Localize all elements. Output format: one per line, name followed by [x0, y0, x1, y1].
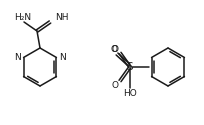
Text: HO: HO: [123, 90, 137, 98]
Text: N: N: [59, 52, 66, 62]
Text: S: S: [127, 62, 133, 72]
Text: N: N: [14, 52, 21, 62]
Text: NH: NH: [55, 12, 69, 22]
Text: O: O: [111, 44, 118, 54]
Text: O: O: [112, 44, 119, 54]
Text: O: O: [112, 80, 119, 90]
Text: H₂N: H₂N: [14, 12, 32, 22]
